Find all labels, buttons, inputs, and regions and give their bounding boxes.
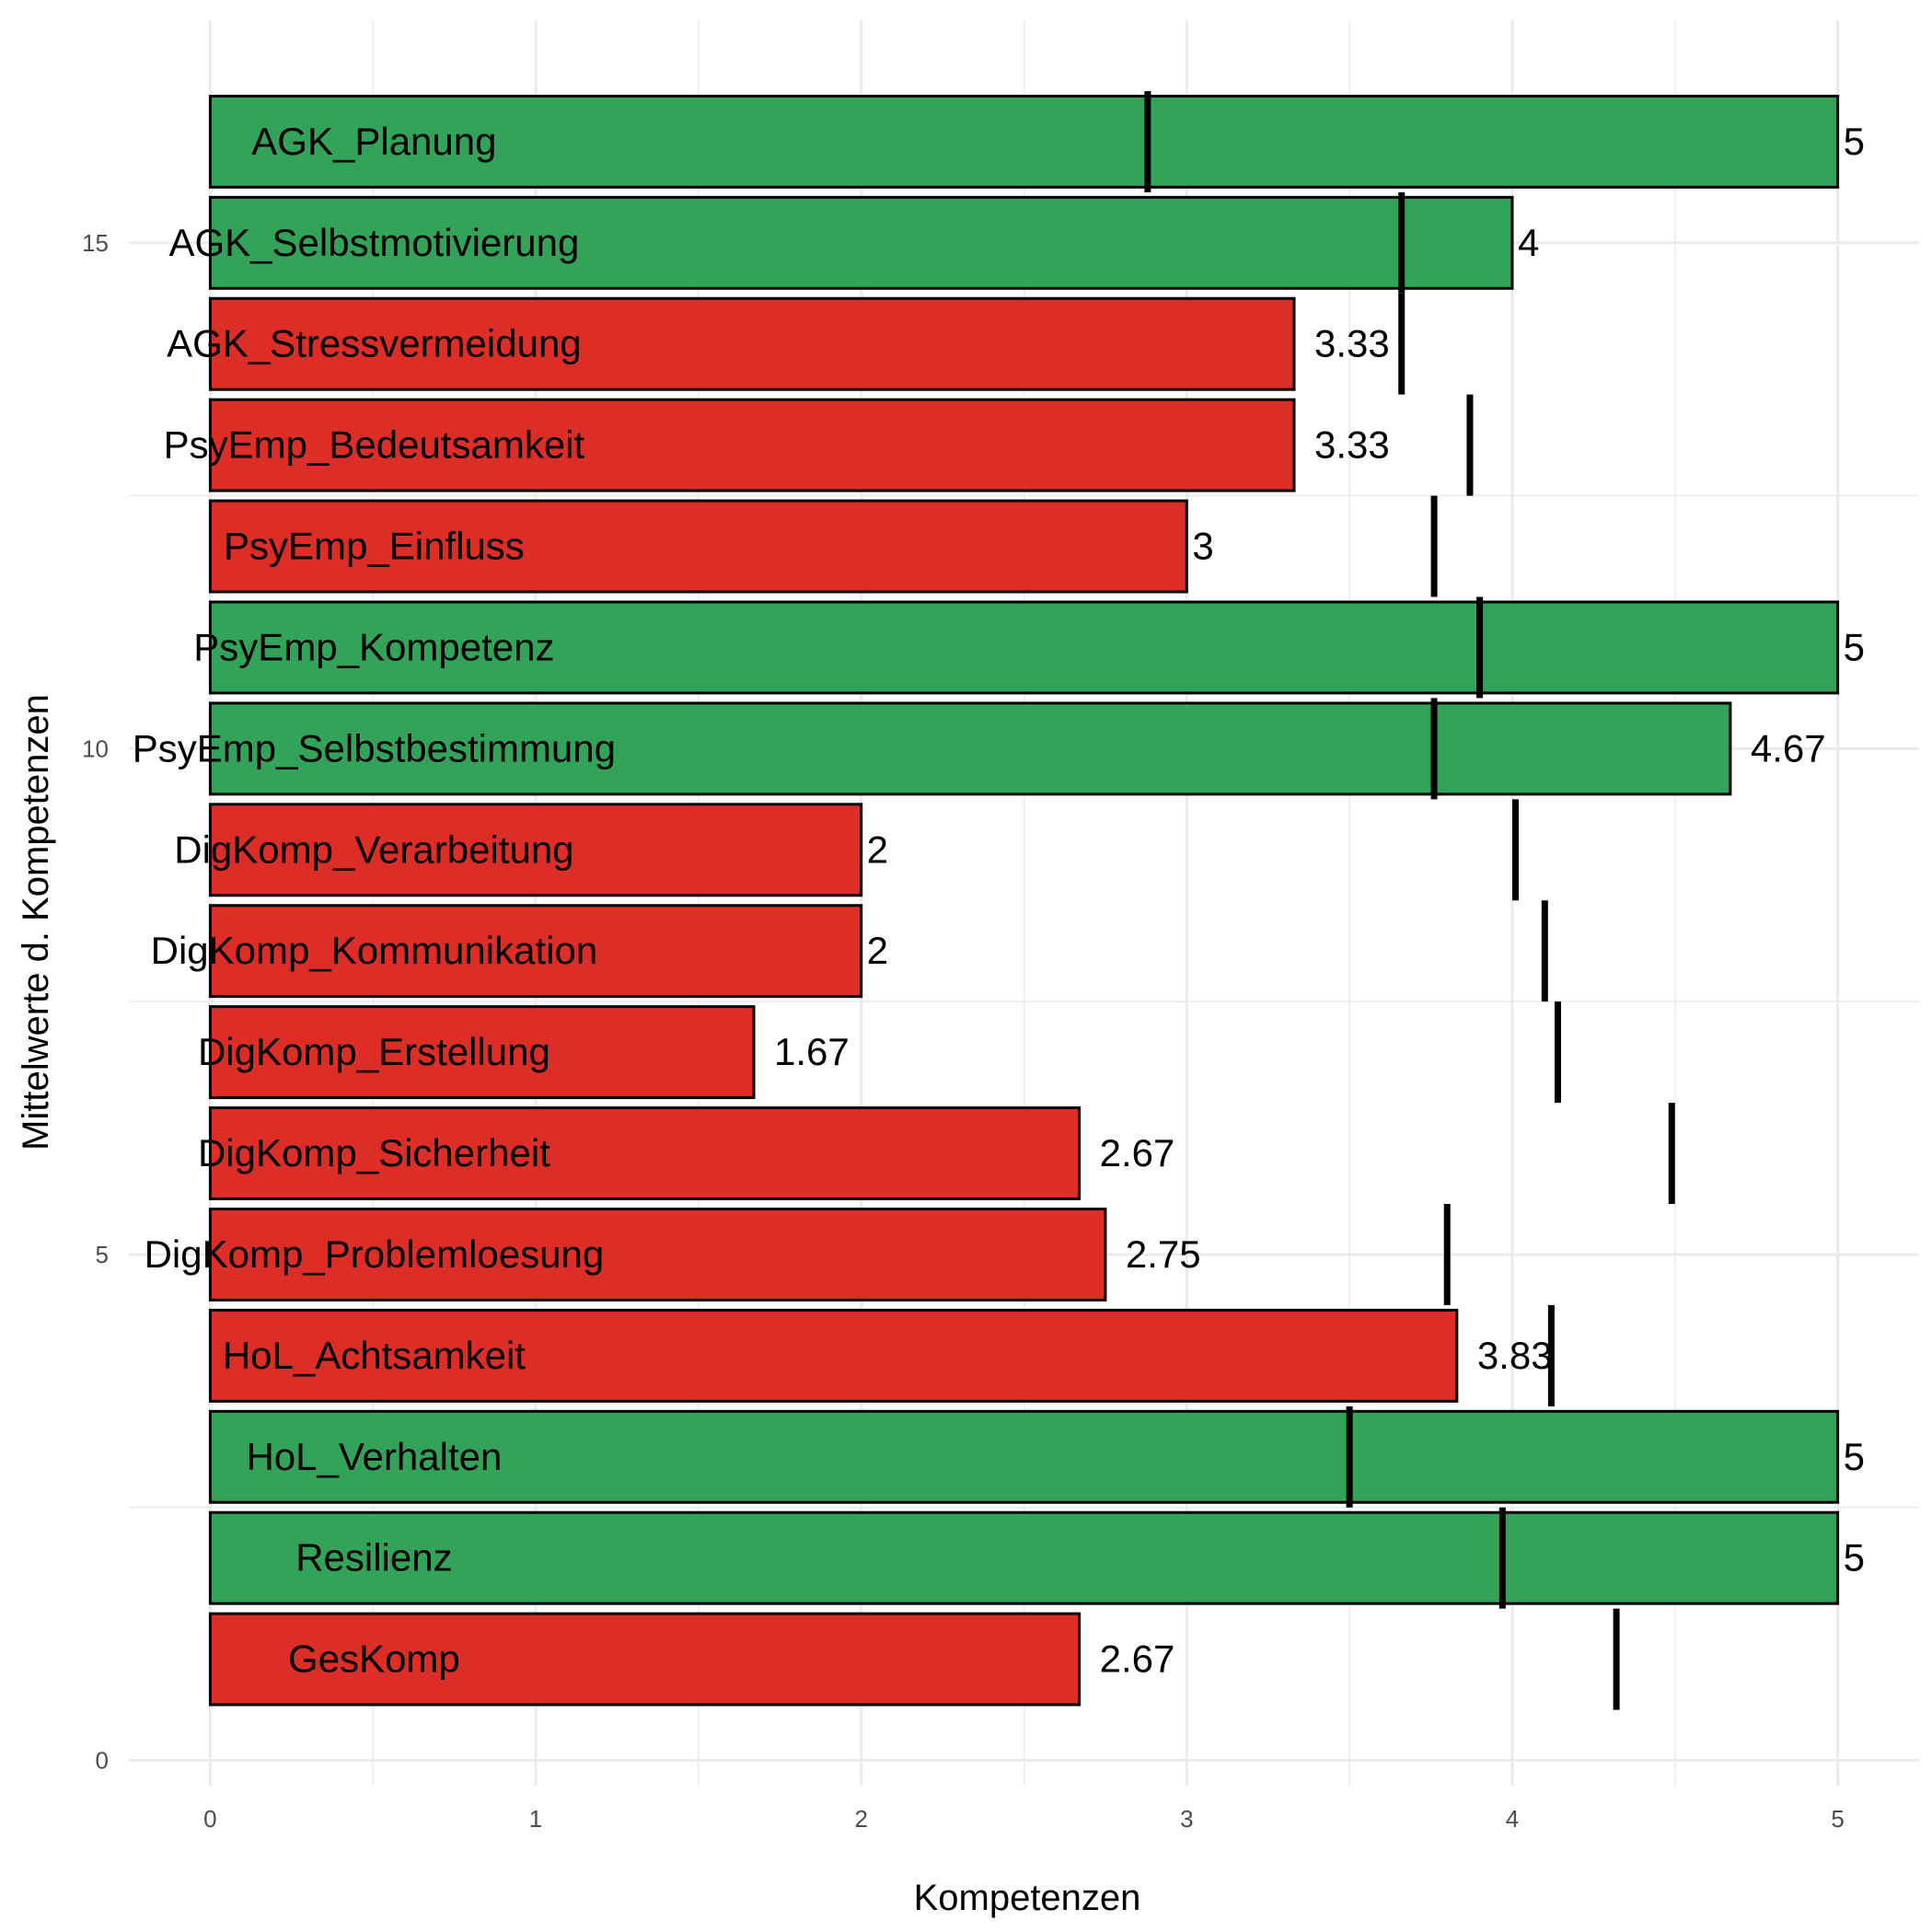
bar-category-label: DigKomp_Problemloesung [145, 1232, 605, 1276]
bar [208, 195, 1514, 290]
bar [208, 398, 1296, 492]
bar-category-label: PsyEmp_Selbstbestimmung [133, 726, 616, 769]
bar-category-label: DigKomp_Erstellung [198, 1030, 550, 1073]
bar-value-label: 2.75 [1126, 1232, 1201, 1276]
bar-category-label: DigKomp_Sicherheit [198, 1131, 550, 1174]
y-tick-label: 5 [96, 1241, 109, 1268]
bar-category-label: AGK_Planung [251, 120, 496, 163]
bar-category-label: AGK_Selbstmotivierung [168, 221, 579, 264]
bar-category-label: PsyEmp_Bedeutsamkeit [164, 423, 585, 467]
bar [208, 904, 863, 999]
bar-value-label: 3.83 [1477, 1334, 1553, 1377]
bar [208, 1409, 1840, 1504]
bar-value-label: 5 [1844, 120, 1865, 163]
bar-category-label: Resilienz [295, 1536, 452, 1579]
bar-value-label: 2 [867, 827, 888, 871]
bar-category-label: HoL_Achtsamkeit [223, 1334, 526, 1377]
y-tick-label: 10 [82, 735, 109, 762]
x-tick-label: 0 [203, 1805, 216, 1833]
reference-markers [1144, 90, 1675, 1710]
bar-labels: AGK_Planung 5 AGK_Selbstmotivierung 4 AGK_St… [133, 120, 1865, 1681]
bar-category-label: DigKomp_Kommunikation [151, 929, 598, 972]
bar [208, 94, 1840, 189]
y-tick-label: 15 [82, 229, 109, 257]
bar-value-label: 5 [1844, 625, 1865, 668]
bar [208, 1308, 1459, 1403]
bar-category-label: PsyEmp_Kompetenz [193, 625, 554, 668]
x-tick-label: 5 [1831, 1805, 1844, 1833]
x-tick-label: 2 [854, 1805, 867, 1833]
bar-value-label: 1.67 [774, 1030, 850, 1073]
bar-value-label: 4.67 [1751, 726, 1826, 769]
y-axis-title: Mittelwerte d. Kompetenzen [16, 694, 56, 1151]
bar [208, 1005, 756, 1100]
bar [208, 1612, 1082, 1706]
x-tick-label: 3 [1180, 1805, 1193, 1833]
bar [208, 1207, 1107, 1301]
bar [208, 296, 1296, 391]
bar-value-label: 3 [1192, 525, 1213, 568]
bar [208, 803, 863, 897]
tick-labels: 0 1 2 3 4 5 0 5 10 15 [82, 229, 1845, 1833]
x-tick-label: 1 [529, 1805, 542, 1833]
x-axis-title: Kompetenzen [914, 1878, 1141, 1918]
bar [208, 600, 1840, 695]
bars [208, 94, 1840, 1706]
bar-value-label: 2.67 [1100, 1637, 1175, 1681]
x-tick-label: 4 [1506, 1805, 1519, 1833]
bar-value-label: 5 [1844, 1536, 1865, 1579]
bar-value-label: 4 [1518, 221, 1539, 264]
bar-value-label: 2.67 [1100, 1131, 1175, 1174]
bar-value-label: 2 [867, 929, 888, 972]
bar [208, 701, 1732, 796]
bar-category-label: PsyEmp_Einfluss [224, 525, 525, 568]
bar-category-label: GesKomp [288, 1637, 460, 1681]
bar-category-label: HoL_Verhalten [246, 1435, 502, 1478]
bar-value-label: 5 [1844, 1435, 1865, 1478]
bar-value-label: 3.33 [1314, 423, 1390, 467]
bar-value-label: 3.33 [1314, 322, 1390, 365]
bar-category-label: DigKomp_Verarbeitung [174, 827, 573, 871]
y-tick-label: 0 [96, 1747, 109, 1775]
bar-category-label: AGK_Stressvermeidung [167, 322, 582, 365]
bar [208, 499, 1188, 594]
bar [208, 1510, 1840, 1605]
bar [208, 1106, 1082, 1200]
